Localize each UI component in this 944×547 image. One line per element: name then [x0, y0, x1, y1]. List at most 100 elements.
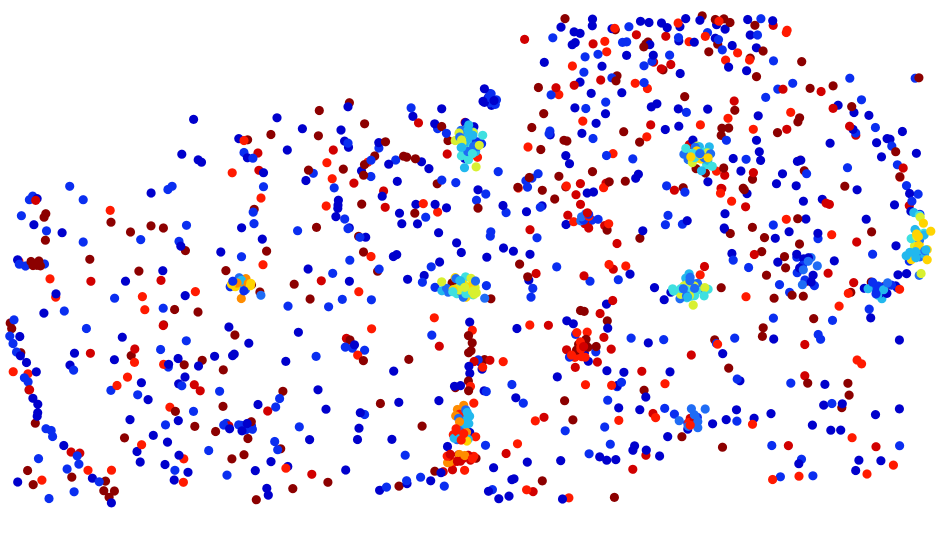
- scatter-point-494: [675, 68, 685, 79]
- track-point-816: [5, 331, 15, 341]
- scatter-point-719: [782, 124, 792, 134]
- cluster-point-1119: [910, 247, 921, 257]
- scatter-point-538: [665, 50, 675, 60]
- scatter-point-205: [421, 212, 431, 222]
- scatter-point-137: [251, 495, 261, 505]
- scatter-point-29: [13, 477, 23, 487]
- scatter-point-663: [823, 268, 833, 278]
- cluster-point-1259: [237, 426, 247, 436]
- cluster-point-1225: [569, 217, 579, 227]
- scatter-point-154: [222, 470, 232, 480]
- cluster-point-1038: [683, 292, 693, 302]
- scatter-point-522: [652, 99, 662, 109]
- scatter-point-385: [554, 171, 564, 181]
- scatter-point-44: [57, 228, 67, 238]
- scatter-point-525: [601, 150, 612, 161]
- scatter-point-602: [820, 379, 830, 389]
- scatter-point-707: [872, 138, 882, 148]
- track-point-847: [464, 348, 474, 358]
- scatter-point-755: [768, 56, 779, 66]
- scatter-point-630: [774, 280, 785, 290]
- scatter-point-696: [751, 135, 762, 145]
- scatter-point-457: [639, 61, 649, 71]
- cluster-point-1044: [668, 284, 678, 294]
- scatter-point-813: [560, 14, 570, 24]
- scatter-point-673: [770, 233, 780, 243]
- scatter-point-770: [717, 123, 727, 133]
- scatter-point-8: [122, 372, 133, 382]
- cluster-point-965: [478, 130, 488, 140]
- scatter-point-800: [587, 21, 597, 31]
- scatter-point-113: [357, 199, 367, 209]
- scatter-point-144: [282, 145, 292, 155]
- cluster-point-1142: [471, 432, 481, 442]
- scatter-point-520: [661, 31, 671, 41]
- scatter-point-199: [397, 219, 407, 229]
- track-point-844: [463, 331, 474, 341]
- scatter-point-733: [753, 111, 763, 121]
- track-point-833: [59, 440, 69, 451]
- scatter-point-33: [16, 211, 26, 221]
- scatter-point-434: [660, 124, 670, 135]
- scatter-point-762: [747, 174, 758, 184]
- scatter-point-343: [552, 262, 562, 272]
- scatter-point-290: [349, 178, 359, 188]
- scatter-point-321: [512, 323, 522, 334]
- scatter-point-27: [51, 289, 61, 299]
- scatter-point-620: [708, 419, 718, 429]
- scatter-point-169: [344, 276, 354, 286]
- scatter-point-700: [777, 169, 788, 179]
- scatter-point-58: [117, 332, 127, 342]
- scatter-point-121: [263, 406, 273, 416]
- scatter-point-378: [602, 316, 612, 326]
- scatter-point-117: [366, 295, 376, 305]
- scatter-point-95: [313, 385, 323, 395]
- scatter-point-482: [630, 78, 640, 88]
- scatter-point-650: [768, 313, 779, 323]
- scatter-point-306: [489, 463, 499, 473]
- scatter-point-684: [876, 456, 886, 466]
- scatter-point-623: [837, 399, 847, 409]
- track-point-863: [436, 468, 446, 478]
- scatter-point-571: [663, 432, 673, 442]
- track-point-861: [426, 476, 436, 486]
- scatter-point-152: [180, 291, 190, 301]
- scatter-point-276: [471, 195, 482, 205]
- scatter-point-212: [258, 260, 268, 270]
- scatter-point-414: [614, 415, 624, 425]
- scatter-point-560: [854, 455, 864, 465]
- scatter-point-53: [130, 344, 140, 354]
- scatter-point-448: [579, 67, 589, 77]
- scatter-point-694: [825, 138, 835, 148]
- scatter-point-56: [65, 181, 75, 191]
- scatter-point-734: [786, 107, 796, 117]
- scatter-point-403: [563, 210, 573, 220]
- scatter-point-233: [311, 222, 322, 232]
- scatter-point-558: [808, 471, 818, 481]
- track-point-889: [644, 17, 654, 28]
- scatter-point-21: [85, 348, 95, 358]
- scatter-point-122: [305, 294, 315, 304]
- scatter-point-419: [592, 357, 603, 367]
- scatter-point-298: [343, 138, 353, 148]
- scatter-point-24: [109, 355, 119, 365]
- scatter-point-703: [840, 181, 850, 191]
- scatter-point-740: [756, 155, 766, 165]
- scatter-point-383: [478, 362, 488, 372]
- scatter-point-768: [852, 185, 862, 195]
- scatter-point-477: [620, 176, 630, 186]
- scatter-point-555: [757, 247, 767, 257]
- scatter-point-539: [600, 109, 611, 119]
- scatter-point-445: [520, 34, 530, 45]
- track-point-870: [895, 172, 905, 182]
- scatter-point-167: [426, 262, 436, 272]
- scatter-point-803: [622, 50, 632, 61]
- scatter-point-125: [367, 324, 377, 334]
- scatter-point-129: [224, 322, 234, 332]
- scatter-point-380: [579, 306, 589, 316]
- scatter-point-631: [621, 261, 631, 271]
- scatter-point-413: [449, 381, 460, 391]
- scatter-point-37: [143, 395, 153, 405]
- scatter-point-737: [867, 227, 877, 237]
- scatter-point-226: [262, 246, 272, 256]
